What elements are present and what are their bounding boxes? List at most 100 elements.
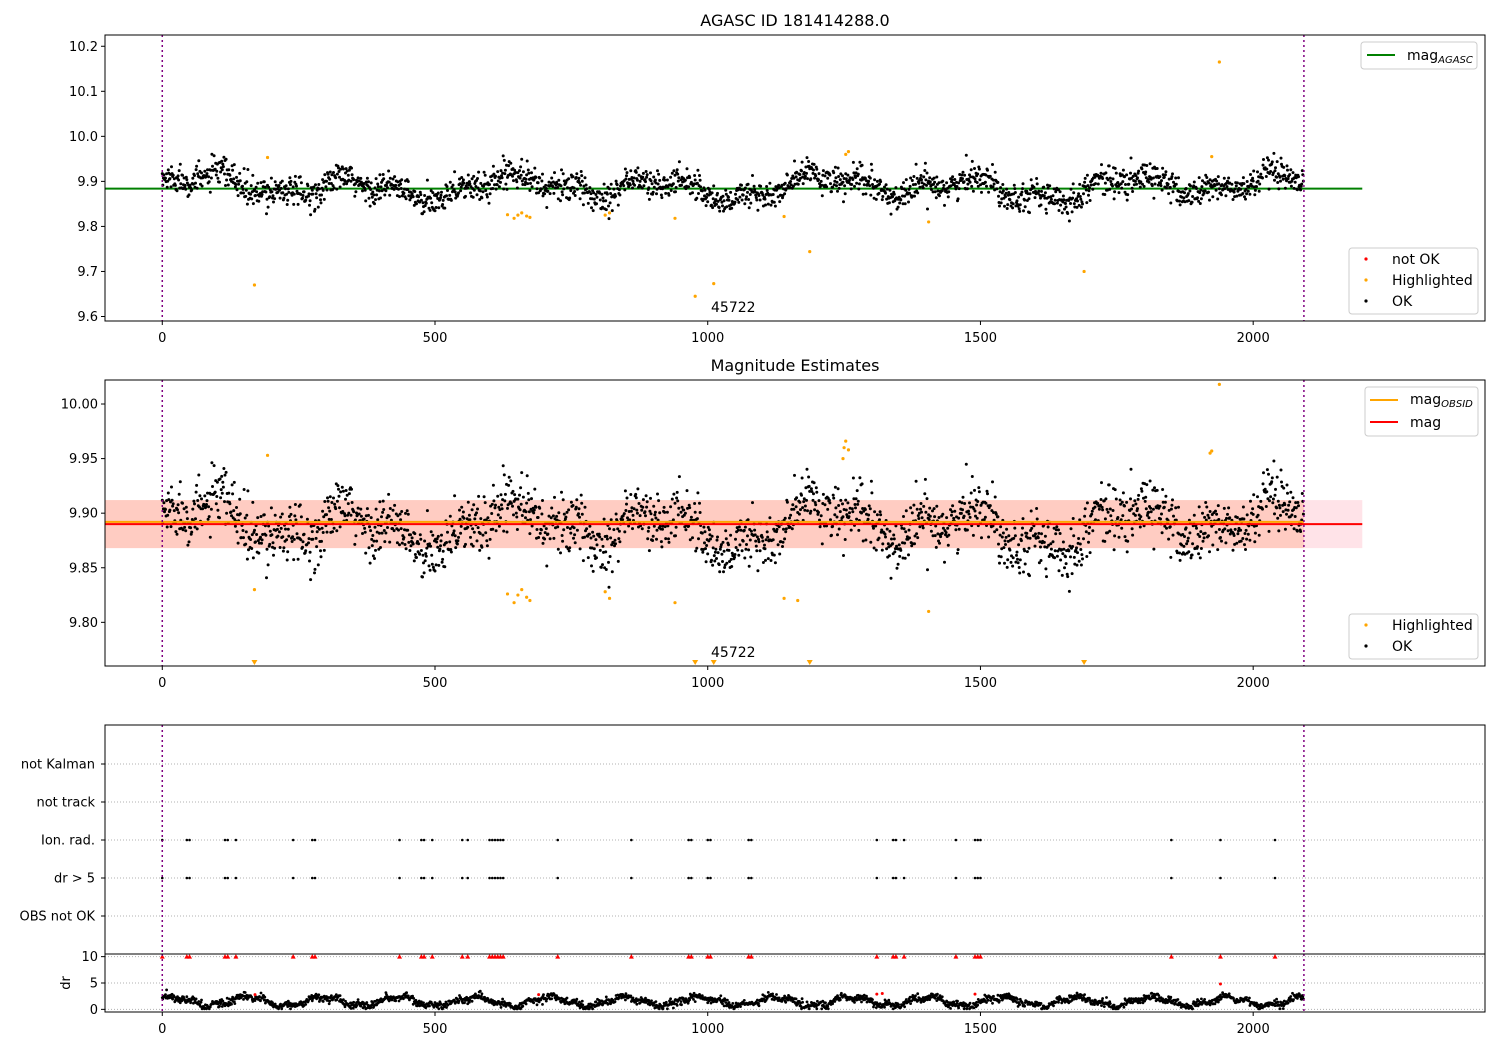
ok-point [956, 551, 959, 555]
ok-point [938, 194, 941, 198]
ok-point [1253, 193, 1257, 197]
ok-point [455, 542, 459, 546]
ok-point [640, 508, 644, 512]
ok-point [170, 165, 173, 169]
ok-point [284, 184, 288, 188]
ok-point [744, 547, 748, 551]
ok-point [187, 193, 191, 197]
ok-point [417, 195, 421, 199]
ok-point [1269, 170, 1273, 173]
ok-point [493, 506, 497, 510]
ok-point [268, 195, 272, 199]
ok-point [1257, 533, 1261, 537]
ok-point [655, 192, 658, 196]
ok-point [817, 499, 821, 503]
ok-point [364, 199, 368, 203]
ok-point [891, 195, 895, 199]
ok-point [837, 175, 841, 178]
ok-point [1190, 553, 1194, 557]
ok-point [661, 527, 664, 531]
ok-point [274, 183, 278, 187]
ok-point [326, 172, 330, 176]
ok-point [578, 181, 581, 185]
ok-point [1257, 189, 1261, 193]
ok-point [1147, 510, 1150, 514]
ok-point [1231, 548, 1235, 552]
ok-point [1202, 536, 1206, 540]
ok-point [991, 524, 995, 528]
ok-point [1111, 177, 1115, 181]
ok-point [315, 188, 319, 192]
ok-point [1061, 540, 1065, 544]
ok-point [872, 526, 875, 530]
ok-point [571, 504, 575, 507]
ok-point [534, 175, 538, 179]
ok-point [713, 559, 717, 563]
ok-point [1131, 174, 1135, 178]
ok-point [831, 185, 835, 189]
ok-point [1067, 219, 1071, 223]
ok-point [1045, 545, 1049, 549]
ok-point [737, 200, 741, 204]
ok-point [1039, 196, 1042, 200]
ok-point [1145, 164, 1149, 167]
ok-point [491, 527, 495, 531]
panel-dr-plot-area [105, 954, 1485, 1012]
ok-point [940, 531, 944, 535]
ok-point [311, 537, 315, 541]
ok-point [561, 172, 565, 176]
ok-point [806, 509, 809, 513]
ok-point [308, 550, 312, 554]
ok-point [1162, 175, 1166, 179]
ok-point [524, 510, 528, 514]
ok-point [604, 550, 608, 554]
highlighted-point [1217, 382, 1221, 386]
ok-point [1272, 151, 1276, 155]
ok-point [960, 173, 964, 177]
ok-point [478, 532, 482, 535]
ok-point [191, 507, 195, 511]
ok-point [265, 212, 268, 216]
ok-point [167, 498, 171, 502]
ok-point [625, 171, 629, 175]
flag-dr-point [310, 876, 314, 880]
ok-point [1163, 500, 1167, 504]
ok-point [345, 493, 349, 497]
ok-point [973, 488, 976, 492]
ok-point [640, 527, 644, 531]
ok-point [287, 190, 291, 194]
ok-point [457, 191, 460, 195]
ok-point [471, 544, 475, 548]
ok-point [854, 176, 857, 179]
ok-point [564, 181, 568, 184]
ok-point [532, 511, 536, 515]
ok-point [561, 539, 565, 543]
ok-point [1034, 189, 1037, 193]
ok-point [221, 162, 225, 166]
ok-point [812, 168, 815, 172]
ok-point [975, 516, 979, 520]
ok-point [388, 507, 392, 510]
ok-point [1126, 539, 1130, 543]
ok-point [597, 532, 601, 536]
flag-ion-rad-point [185, 838, 189, 842]
y-tick-label: 10.00 [61, 398, 98, 413]
ok-point [709, 537, 712, 541]
ok-point [244, 530, 248, 534]
ok-point [1275, 175, 1279, 179]
ok-point [943, 203, 946, 207]
ok-point [1084, 188, 1088, 192]
ok-point [1023, 549, 1027, 553]
ok-point [628, 518, 632, 522]
ok-point [1265, 156, 1269, 160]
ok-point [729, 557, 733, 561]
ok-point [526, 168, 530, 172]
ok-point [1228, 516, 1232, 520]
ok-point [1138, 525, 1142, 529]
ok-point [835, 184, 838, 188]
ok-point [1119, 518, 1123, 522]
dr-point [412, 997, 416, 1000]
ok-point [794, 505, 798, 509]
ok-point [338, 175, 341, 179]
ok-point [305, 517, 309, 521]
